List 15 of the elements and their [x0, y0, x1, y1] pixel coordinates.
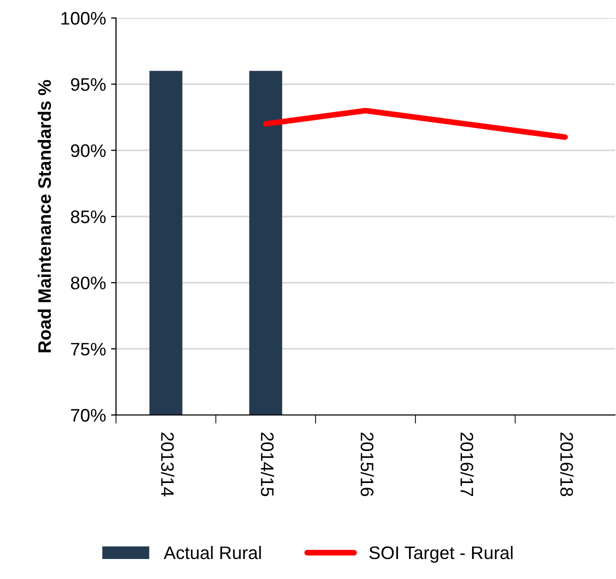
x-tick-label: 2016/17 [460, 432, 474, 496]
y-tick-label: 70% [71, 408, 106, 422]
y-tick-label: 100% [61, 12, 106, 25]
y-tick-label: 80% [70, 276, 106, 290]
y-tick-label: 85% [70, 210, 106, 224]
legend-label: SOI Target - Rural [369, 546, 513, 563]
y-tick-label: 95% [70, 78, 106, 91]
y-tick-label: 75% [71, 342, 106, 356]
y-tick-label: 90% [70, 144, 106, 158]
x-tick-label: 2014/15 [260, 432, 274, 496]
x-tick-label: 2016/18 [560, 432, 574, 496]
x-tick-label: 2013/14 [161, 432, 174, 496]
legend-label: Actual Rural [164, 546, 261, 560]
y-axis-title: Road Maintenance Standards % [38, 80, 51, 352]
x-tick-label: 2015/16 [360, 432, 374, 496]
